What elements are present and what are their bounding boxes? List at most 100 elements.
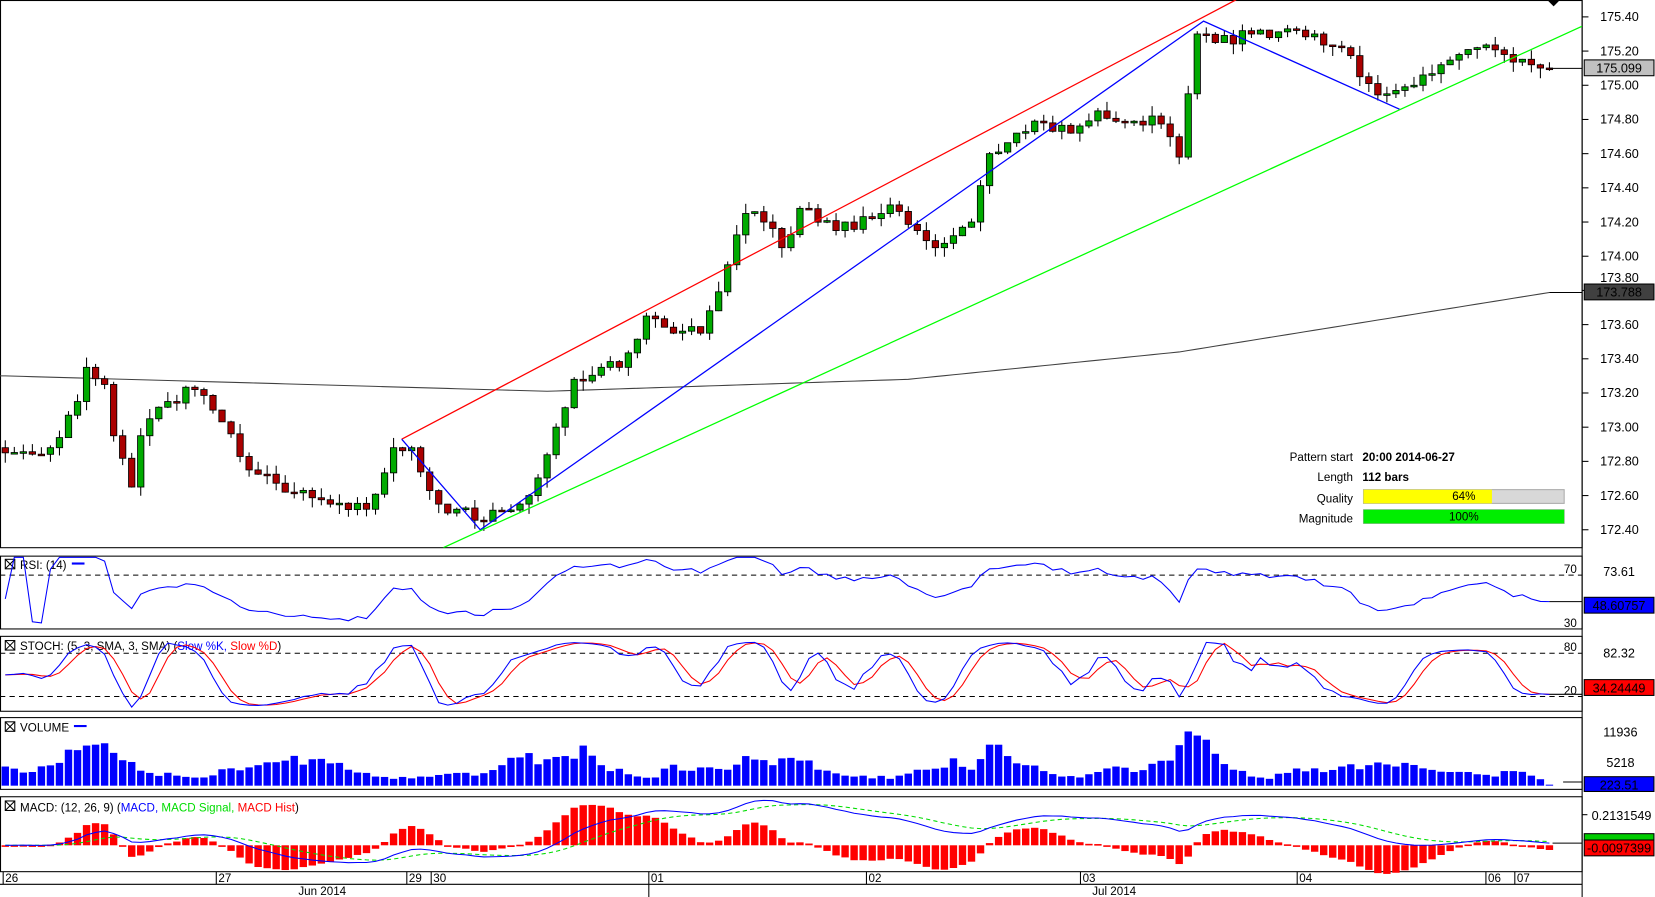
macd-hist-bar [913, 845, 922, 864]
volume-close-icon[interactable] [4, 721, 16, 732]
candle [1184, 85, 1192, 160]
price-tick-label: 172.40 [1600, 523, 1639, 537]
candle-body [236, 433, 244, 457]
rsi-close-icon[interactable] [4, 558, 16, 570]
candle [1527, 50, 1535, 73]
candle [1085, 113, 1093, 129]
candle [317, 488, 325, 506]
candle-body [561, 407, 569, 428]
candle [1, 440, 9, 463]
candle [362, 497, 371, 517]
candle [218, 409, 226, 423]
macd-hist-bar [1112, 845, 1120, 849]
candle-body [119, 435, 127, 459]
macd-hist-bar [1193, 842, 1201, 846]
candle-body [46, 447, 55, 455]
macd-hist-bar [597, 805, 605, 846]
volume-bar [642, 777, 651, 786]
volume-bar [109, 752, 118, 786]
quality-bar-fill [1363, 489, 1492, 504]
candle-body [1193, 33, 1201, 95]
price-tick-label: 175.00 [1600, 78, 1639, 92]
candle [1265, 29, 1274, 40]
macd-hist-bar [1139, 845, 1147, 855]
candle-body [444, 503, 452, 514]
candle-body [651, 315, 660, 320]
macd-hist-bar [10, 845, 19, 847]
day-label: 30 [433, 872, 446, 885]
macd-hist-bar [1410, 845, 1418, 868]
volume-bar [967, 769, 976, 786]
macd-hist-bar [985, 843, 994, 846]
candle-body [751, 211, 759, 214]
macd-hist-bar [1274, 842, 1283, 846]
macd-hist-bar [1175, 845, 1183, 865]
stoch-close-icon[interactable] [4, 640, 16, 651]
candle-body [778, 228, 786, 249]
candle [1293, 26, 1301, 35]
macd-hist-bar [859, 845, 867, 861]
candle [561, 406, 569, 436]
candle [1482, 43, 1490, 51]
candle [1536, 63, 1544, 79]
volume-bar [1031, 765, 1039, 786]
candle-body [1085, 120, 1093, 127]
volume-bar [651, 777, 660, 786]
candle [173, 394, 181, 411]
macd-hist-bar [1076, 842, 1084, 846]
candle [1004, 142, 1012, 155]
candle-body [1491, 44, 1499, 51]
candle [1031, 119, 1039, 135]
macd-hist-bar [489, 845, 497, 851]
volume-bar [326, 763, 335, 786]
macd-hist-bar [1031, 827, 1039, 846]
macd-hist-bar [1130, 845, 1138, 853]
price-tick-label: 174.60 [1600, 147, 1639, 161]
macd-hist-bar [814, 845, 822, 848]
volume-bar [588, 755, 596, 786]
volume-bar [1003, 756, 1012, 786]
candle [1410, 76, 1418, 89]
candle-body [498, 509, 506, 513]
volume-bar [137, 770, 145, 786]
macd-hist-bar [678, 833, 687, 846]
volume-bar [1347, 764, 1355, 786]
macd-hist-bar [200, 837, 208, 846]
macd-hist-bar [389, 833, 398, 846]
candle [814, 204, 822, 227]
volume-bar [353, 772, 362, 786]
candle-body [37, 453, 45, 457]
macd-hist-bar [1021, 828, 1030, 846]
candle [579, 370, 587, 391]
macd-hist-bar [426, 834, 434, 846]
candle-body [353, 502, 362, 510]
candle [10, 446, 18, 455]
volume-bar [1283, 772, 1292, 786]
candle [588, 366, 596, 384]
macd-hist-bar [1356, 845, 1364, 867]
volume-bar [462, 772, 470, 786]
candle [1013, 132, 1021, 147]
candle-body [1320, 33, 1328, 46]
macd-hist-bar [118, 845, 127, 847]
candle-body [272, 473, 280, 484]
candle [200, 387, 208, 405]
candle [1121, 119, 1129, 129]
stoch-header: STOCH: (5, 3, SMA, 3, SMA) (Slow %K, Slo… [4, 640, 281, 653]
candle-body [281, 482, 289, 493]
macd-hist-bar [705, 842, 714, 846]
macd-line [5, 799, 1550, 864]
macd-close-icon[interactable] [4, 800, 16, 811]
candle [1211, 32, 1219, 44]
volume-bar [1012, 763, 1021, 786]
scroll-marker-icon[interactable] [1547, 0, 1560, 7]
volume-bar [597, 765, 605, 786]
stoch-value: 34.24449 [1593, 681, 1646, 695]
macd-hist-bar [371, 845, 380, 849]
candle-body [19, 451, 27, 454]
candle [1356, 45, 1364, 87]
volume-bar [416, 776, 425, 786]
day-label: 26 [5, 872, 18, 885]
candle-body [462, 507, 470, 510]
macd-hist-bar [435, 840, 443, 846]
